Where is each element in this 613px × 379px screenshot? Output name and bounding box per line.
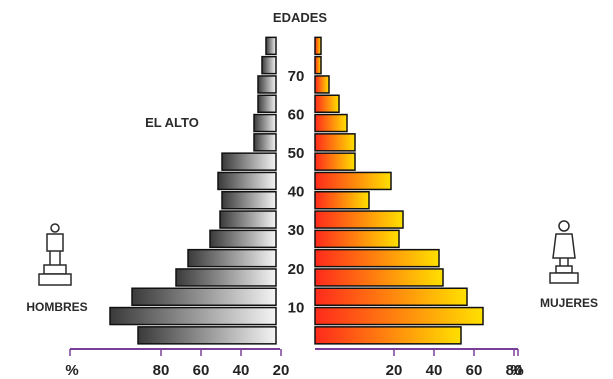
women-bar — [314, 75, 330, 94]
women-bar — [314, 36, 322, 56]
women-bar — [314, 152, 356, 171]
women-series — [314, 36, 484, 345]
age-tick-label: 30 — [288, 222, 305, 239]
male-figure-icon — [38, 223, 72, 286]
men-bar — [137, 326, 277, 345]
age-tick-label: 70 — [288, 68, 305, 85]
center-axis-label: EDADES — [273, 10, 328, 25]
women-bar — [314, 326, 462, 345]
x-tick-label: 80 — [506, 362, 523, 379]
x-axis-ticks: % 80 60 40 20 20 40 60 80% — [65, 349, 524, 379]
x-tick-label: 40 — [426, 362, 443, 379]
men-bar — [217, 171, 277, 191]
men-bar — [221, 191, 277, 210]
age-tick-label: 10 — [288, 299, 305, 316]
age-tick-label: 20 — [288, 261, 305, 278]
men-bar — [261, 55, 277, 75]
men-bar — [253, 133, 277, 152]
x-tick-label: % — [65, 362, 78, 379]
x-tick-label: 80 — [153, 362, 170, 379]
men-bar — [131, 287, 277, 306]
men-bar — [253, 113, 277, 133]
x-tick-label: 60 — [466, 362, 483, 379]
age-tick-label: 60 — [288, 106, 305, 123]
men-bar — [209, 229, 277, 249]
x-tick-label: 20 — [386, 362, 403, 379]
men-bar — [265, 36, 277, 56]
men-series — [109, 36, 277, 345]
women-bar — [314, 171, 392, 191]
age-tick-label: 50 — [288, 145, 305, 162]
men-bar — [175, 268, 277, 287]
men-label: HOMBRES — [26, 300, 87, 314]
women-bar — [314, 287, 468, 306]
women-bar — [314, 191, 370, 210]
x-tick-label: % — [510, 362, 523, 379]
men-bar — [219, 210, 277, 229]
age-tick-label: 40 — [288, 184, 305, 201]
women-bar — [314, 113, 348, 133]
female-figure-icon — [549, 220, 579, 284]
men-bar — [221, 152, 277, 171]
women-bar — [314, 248, 440, 268]
women-bar — [314, 268, 444, 287]
women-bar — [314, 306, 484, 326]
women-bar — [314, 229, 400, 249]
x-tick-label: 20 — [273, 362, 290, 379]
women-bar — [314, 133, 356, 152]
men-bar — [109, 306, 277, 326]
women-label: MUJERES — [540, 296, 598, 310]
women-bar — [314, 94, 340, 113]
x-tick-label: 40 — [233, 362, 250, 379]
age-axis: 10 20 30 40 50 60 70 — [288, 68, 305, 317]
men-bar — [257, 75, 277, 94]
men-bar — [187, 248, 277, 268]
men-bar — [257, 94, 277, 113]
women-bar — [314, 210, 404, 229]
women-bar — [314, 55, 322, 75]
x-tick-label: 60 — [193, 362, 210, 379]
chart-title: EL ALTO — [145, 115, 199, 130]
